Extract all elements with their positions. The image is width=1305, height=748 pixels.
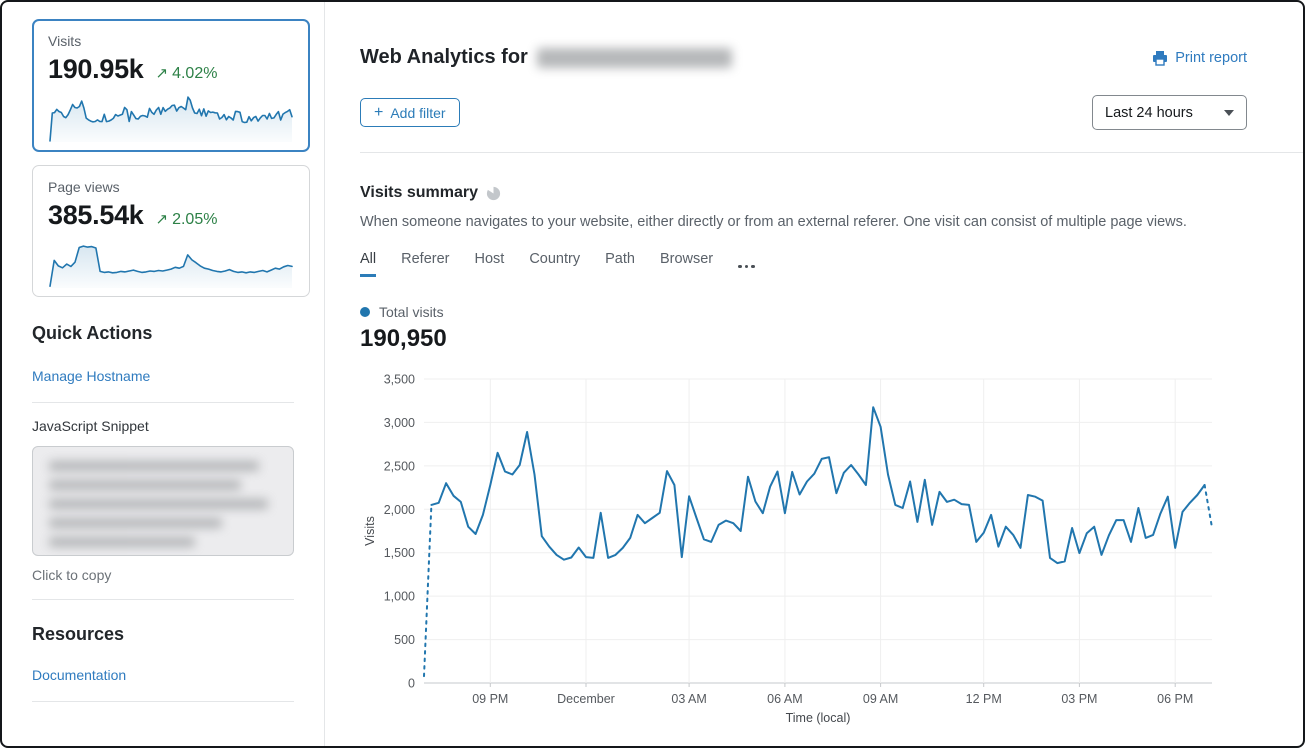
stat-card-label: Page views (48, 179, 120, 195)
svg-text:09 PM: 09 PM (472, 692, 508, 706)
svg-text:3,500: 3,500 (384, 373, 415, 387)
click-to-copy-hint: Click to copy (32, 567, 112, 583)
svg-text:0: 0 (408, 677, 415, 691)
stat-card-label: Visits (48, 33, 82, 49)
visits-summary-description: When someone navigates to your website, … (360, 214, 1187, 230)
svg-text:12 PM: 12 PM (966, 692, 1002, 706)
trend-up-arrow-icon: ↗ (155, 65, 169, 82)
total-visits-value: 190,950 (360, 325, 447, 352)
divider (32, 701, 294, 702)
svg-text:2,000: 2,000 (384, 503, 415, 517)
sidebar: Visits 190.95k ↗ 4.02% Page views 385.54k… (2, 2, 325, 746)
manage-hostname-link[interactable]: Manage Hostname (32, 368, 151, 384)
divider (32, 402, 294, 403)
svg-text:03 AM: 03 AM (671, 692, 706, 706)
svg-text:December: December (557, 692, 615, 706)
add-filter-button[interactable]: + Add filter (360, 98, 460, 127)
redacted-code-line (49, 480, 241, 490)
site-domain-redacted (536, 47, 732, 68)
svg-text:06 AM: 06 AM (767, 692, 802, 706)
page-title: Web Analytics for (360, 46, 732, 69)
total-visits-legend-label: Total visits (379, 304, 444, 320)
add-filter-label: Add filter (390, 104, 446, 121)
visits-line-chart: 0 500 1,000 1,500 2,000 2,500 3,000 3,500 09 PM D… (360, 365, 1275, 734)
tab-browser[interactable]: Browser (659, 251, 714, 267)
svg-text:Time (local): Time (local) (786, 711, 851, 725)
svg-text:09 AM: 09 AM (863, 692, 898, 706)
total-visits-legend-dot (360, 307, 370, 317)
stat-card-pageviews[interactable]: Page views 385.54k ↗ 2.05% (32, 165, 310, 297)
resources-heading: Resources (32, 624, 125, 644)
quick-actions-heading: Quick Actions (32, 323, 153, 343)
trend-up-indicator: ↗ 4.02% (156, 64, 218, 83)
date-range-value: Last 24 hours (1105, 104, 1193, 121)
date-range-dropdown[interactable]: Last 24 hours (1092, 95, 1247, 130)
redacted-code-line (49, 499, 268, 509)
tab-host[interactable]: Host (474, 251, 505, 267)
svg-text:500: 500 (394, 633, 415, 647)
stat-card-value: 385.54k (48, 200, 144, 230)
main-content: Web Analytics for Print report + Add fil… (325, 2, 1303, 746)
pie-help-icon (486, 186, 501, 200)
more-tabs-ellipsis-icon[interactable] (738, 264, 755, 278)
svg-text:1,000: 1,000 (384, 590, 415, 604)
svg-text:06 PM: 06 PM (1157, 692, 1193, 706)
stat-card-visits[interactable]: Visits 190.95k ↗ 4.02% (32, 19, 310, 152)
svg-text:03 PM: 03 PM (1061, 692, 1097, 706)
redacted-code-line (49, 537, 195, 547)
divider (360, 152, 1303, 153)
plus-icon: + (374, 103, 384, 121)
documentation-link[interactable]: Documentation (32, 667, 127, 683)
js-snippet-label: JavaScript Snippet (32, 418, 149, 434)
page-title-text: Web Analytics for (360, 46, 528, 68)
tab-all[interactable]: All (360, 251, 377, 277)
trend-up-indicator: ↗ 2.05% (156, 210, 218, 229)
js-snippet-code-redacted[interactable] (32, 446, 294, 556)
trend-value: 4.02% (172, 65, 218, 82)
chevron-down-icon (1224, 109, 1234, 116)
print-report-button[interactable]: Print report (1152, 50, 1247, 66)
tab-path[interactable]: Path (605, 251, 635, 267)
divider (32, 599, 294, 600)
svg-text:Visits: Visits (363, 516, 377, 546)
stat-card-value: 190.95k (48, 54, 144, 84)
svg-text:2,500: 2,500 (384, 459, 415, 473)
svg-text:3,000: 3,000 (384, 416, 415, 430)
redacted-code-line (49, 518, 223, 528)
visits-summary-title: Visits summary (360, 184, 478, 201)
redacted-code-line (49, 461, 259, 471)
trend-up-arrow-icon: ↗ (155, 211, 169, 228)
svg-text:1,500: 1,500 (384, 546, 415, 560)
tab-country[interactable]: Country (529, 251, 581, 267)
trend-value: 2.05% (172, 211, 218, 228)
printer-icon (1153, 50, 1168, 66)
pageviews-sparkline (48, 237, 293, 296)
print-report-label: Print report (1175, 49, 1247, 66)
visits-sparkline (48, 91, 293, 150)
tab-referer[interactable]: Referer (401, 251, 450, 267)
summary-tabs: All Referer Host Country Path Browser (360, 251, 1275, 277)
